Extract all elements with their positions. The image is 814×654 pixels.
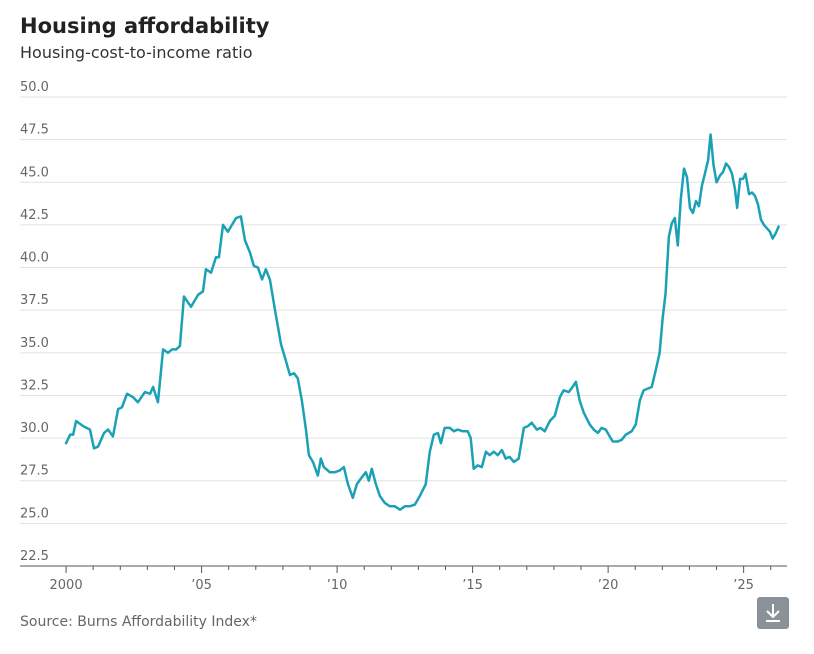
y-tick-label: 27.5 [20, 464, 49, 479]
x-tick-label: 2000 [50, 578, 83, 593]
y-tick-label: 32.5 [20, 378, 49, 393]
download-icon[interactable] [766, 604, 780, 622]
source-note: Source: Burns Affordability Index* [20, 614, 257, 630]
y-tick-label: 45.0 [20, 165, 49, 180]
y-tick-label: 42.5 [20, 208, 49, 223]
y-tick-label: 40.0 [20, 251, 49, 266]
y-tick-label: 30.0 [20, 421, 49, 436]
x-tick-label: ’15 [462, 578, 483, 593]
y-tick-label: 37.5 [20, 293, 49, 308]
y-tick-label: 47.5 [20, 123, 49, 138]
y-tick-label: 22.5 [20, 549, 49, 564]
chart-title: Housing affordability [20, 14, 270, 38]
x-tick-label: ’25 [733, 578, 754, 593]
y-tick-label: 35.0 [20, 336, 49, 351]
download-button[interactable] [757, 597, 789, 629]
y-tick-label: 50.0 [20, 80, 49, 95]
x-tick-label: ’05 [191, 578, 212, 593]
x-tick-label: ’20 [598, 578, 619, 593]
y-tick-label: 25.0 [20, 506, 49, 521]
chart-subtitle: Housing-cost-to-income ratio [20, 43, 253, 62]
x-tick-label: ’10 [327, 578, 348, 593]
data-line [64, 133, 780, 511]
